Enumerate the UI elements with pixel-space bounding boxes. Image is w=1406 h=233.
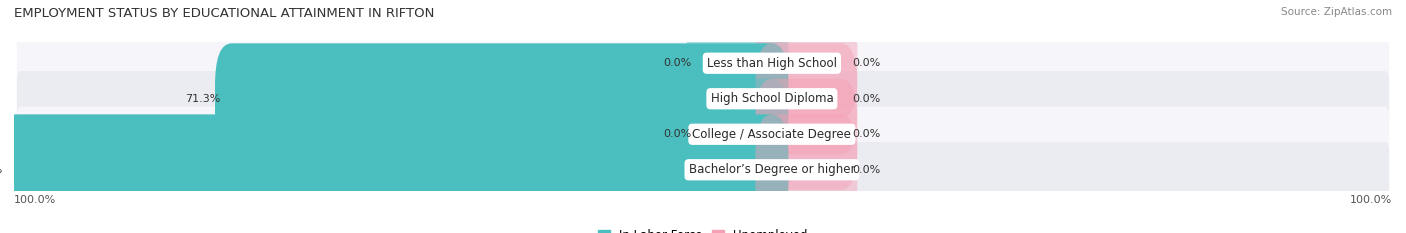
FancyBboxPatch shape [755, 8, 858, 119]
Text: 100.0%: 100.0% [14, 195, 56, 205]
FancyBboxPatch shape [0, 114, 789, 225]
Text: 0.0%: 0.0% [852, 165, 880, 175]
Text: 0.0%: 0.0% [852, 129, 880, 139]
Text: High School Diploma: High School Diploma [710, 92, 834, 105]
Text: Less than High School: Less than High School [707, 57, 837, 70]
FancyBboxPatch shape [215, 43, 789, 154]
Text: Bachelor’s Degree or higher: Bachelor’s Degree or higher [689, 163, 855, 176]
Legend: In Labor Force, Unemployed: In Labor Force, Unemployed [598, 229, 808, 233]
Text: 71.3%: 71.3% [186, 94, 221, 104]
Text: Source: ZipAtlas.com: Source: ZipAtlas.com [1281, 7, 1392, 17]
Text: 0.0%: 0.0% [664, 58, 692, 68]
FancyBboxPatch shape [17, 106, 1389, 162]
Text: EMPLOYMENT STATUS BY EDUCATIONAL ATTAINMENT IN RIFTON: EMPLOYMENT STATUS BY EDUCATIONAL ATTAINM… [14, 7, 434, 20]
Text: 0.0%: 0.0% [852, 58, 880, 68]
Text: 0.0%: 0.0% [664, 129, 692, 139]
Text: 100.0%: 100.0% [1350, 195, 1392, 205]
FancyBboxPatch shape [17, 71, 1389, 127]
FancyBboxPatch shape [755, 114, 858, 225]
Text: 0.0%: 0.0% [852, 94, 880, 104]
FancyBboxPatch shape [755, 79, 858, 190]
Text: College / Associate Degree: College / Associate Degree [693, 128, 851, 141]
FancyBboxPatch shape [17, 142, 1389, 197]
FancyBboxPatch shape [17, 36, 1389, 91]
FancyBboxPatch shape [686, 8, 789, 119]
FancyBboxPatch shape [686, 79, 789, 190]
FancyBboxPatch shape [755, 43, 858, 154]
Text: 100.0%: 100.0% [0, 165, 3, 175]
